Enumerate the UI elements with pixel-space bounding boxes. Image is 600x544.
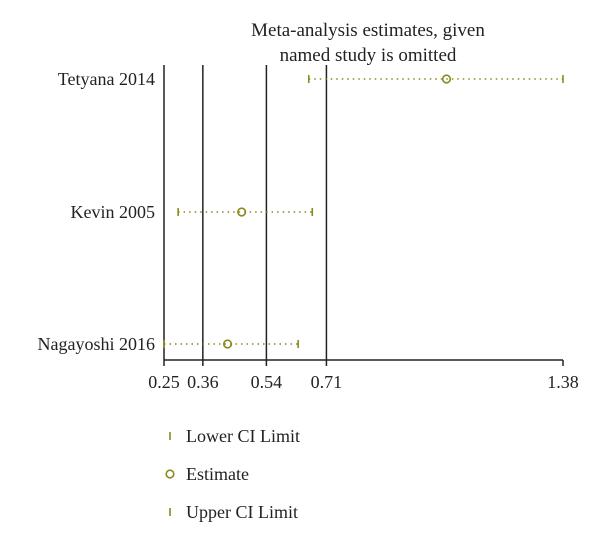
legend-estimate-marker bbox=[165, 469, 175, 479]
study-row: Nagayoshi 2016 bbox=[38, 334, 299, 354]
legend-item: Estimate bbox=[165, 464, 249, 484]
study-label: Nagayoshi 2016 bbox=[38, 334, 155, 354]
x-tick-label: 0.36 bbox=[187, 372, 219, 392]
legend-item: Lower CI Limit bbox=[169, 426, 300, 446]
legend-item: Upper CI Limit bbox=[169, 502, 298, 522]
study-label: Kevin 2005 bbox=[71, 202, 156, 222]
x-axis: 0.25 0.36 0.54 0.71 1.38 bbox=[148, 359, 579, 392]
study-row: Kevin 2005 bbox=[71, 202, 314, 222]
legend: Lower CI Limit Estimate Upper CI Limit bbox=[165, 426, 300, 522]
estimate-marker bbox=[222, 339, 233, 349]
x-tick-label: 0.71 bbox=[311, 372, 343, 392]
estimate-marker bbox=[237, 207, 247, 217]
legend-label: Estimate bbox=[186, 464, 249, 484]
x-tick-label: 0.25 bbox=[148, 372, 180, 392]
study-label: Tetyana 2014 bbox=[58, 69, 155, 89]
legend-label: Lower CI Limit bbox=[186, 426, 300, 446]
chart-title-line-2: named study is omitted bbox=[280, 45, 457, 66]
study-row: Tetyana 2014 bbox=[58, 69, 564, 89]
x-tick-label: 0.54 bbox=[251, 372, 283, 392]
study-rows: Tetyana 2014 Kevin 2005 Nagayoshi 2016 bbox=[38, 69, 564, 354]
chart-title: Meta-analysis estimates, given named stu… bbox=[251, 20, 485, 66]
estimate-marker bbox=[441, 74, 452, 84]
x-tick-label: 1.38 bbox=[547, 372, 579, 392]
legend-label: Upper CI Limit bbox=[186, 502, 298, 522]
chart-title-line-1: Meta-analysis estimates, given bbox=[251, 20, 485, 41]
